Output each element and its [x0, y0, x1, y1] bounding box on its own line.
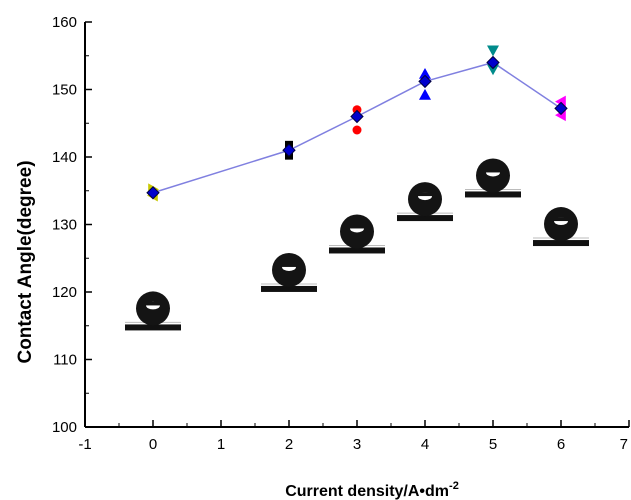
data-point [554, 101, 568, 116]
y-axis-title: Contact Angle(degree) [15, 160, 36, 363]
data-points [146, 55, 568, 200]
data-point [282, 143, 296, 157]
droplet-reflection-cap [418, 192, 432, 197]
series-line [152, 61, 562, 194]
y-tick-label: 160 [52, 14, 77, 31]
x-tick-label: 5 [489, 436, 497, 453]
y-tick-label: 140 [52, 149, 77, 166]
substrate-bar [533, 240, 589, 247]
substrate-bar [261, 285, 317, 292]
x-axis-title-superscript: -2 [449, 480, 459, 492]
substrate-bar [397, 215, 453, 222]
data-point [350, 109, 364, 124]
x-tick-label: 2 [285, 436, 293, 453]
droplet-image [125, 291, 181, 331]
y-tick-label: 150 [52, 82, 77, 99]
x-axis-title: Current density/A•dm-2 [285, 480, 459, 500]
y-tick-label: 100 [52, 419, 77, 436]
droplet-image [465, 158, 521, 198]
x-tick-label: 3 [353, 436, 361, 453]
x-axis-title-main: Current density/A•dm [285, 483, 449, 500]
substrate-bar [465, 191, 521, 198]
droplet-reflection-cap [146, 301, 160, 306]
droplet-image [261, 252, 317, 292]
x-tick-label: 1 [217, 436, 225, 453]
substrate-bar [329, 247, 385, 254]
droplet-image [329, 214, 385, 254]
replicate-marker [419, 88, 431, 100]
replicate-marker [487, 64, 499, 76]
y-tick-label: 110 [53, 352, 77, 369]
replicate-marker [419, 67, 431, 79]
replicate-marker [352, 125, 362, 135]
droplet-image [533, 207, 589, 247]
replicate-marker [352, 105, 362, 115]
droplet-images [125, 158, 589, 331]
data-point [146, 186, 160, 200]
droplet-reflection-cap [350, 224, 364, 229]
droplet-reflection-cap [554, 217, 568, 222]
y-tick-label: 120 [52, 284, 77, 301]
droplet-image [397, 182, 453, 222]
y-tick-label: 130 [52, 217, 77, 234]
x-tick-label: 6 [557, 436, 565, 453]
data-line [152, 61, 562, 194]
replicate-marker [487, 45, 499, 57]
droplet-reflection-cap [486, 168, 500, 173]
x-tick-label: 4 [421, 436, 429, 453]
axes: 100 110 120 130 140 150 160 -1 0 1 2 3 4 5 6 7 [52, 14, 630, 453]
data-point [486, 55, 500, 70]
x-tick-label: -1 [78, 436, 91, 453]
droplet-reflection-cap [282, 262, 296, 267]
substrate-bar [125, 324, 181, 331]
data-point [418, 74, 432, 89]
x-tick-label: 0 [149, 436, 157, 453]
x-tick-label: 7 [620, 436, 628, 453]
